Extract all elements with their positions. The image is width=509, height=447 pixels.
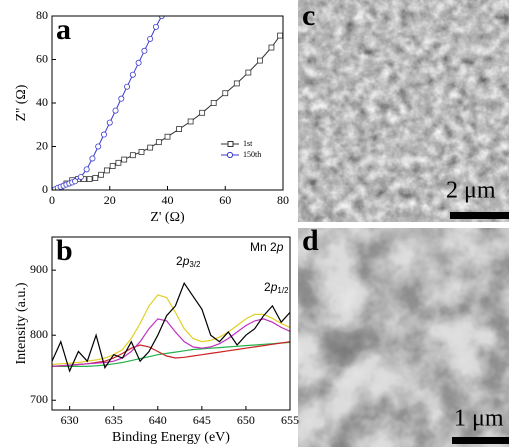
marker <box>77 173 84 180</box>
marker <box>138 149 145 155</box>
scale-bar-label: 1 μm <box>454 406 504 432</box>
marker <box>129 71 136 78</box>
panel-label: d <box>302 224 319 257</box>
axes-frame <box>51 15 284 191</box>
marker <box>121 156 128 163</box>
marker <box>83 166 90 173</box>
tem-image <box>298 228 509 447</box>
marker <box>112 107 119 114</box>
marker <box>98 171 104 178</box>
panel-label: b <box>56 234 73 267</box>
y-tick-label: 20 <box>36 138 48 152</box>
annotation-part: 3/2 <box>189 260 201 269</box>
marker <box>86 176 93 183</box>
marker <box>135 59 142 66</box>
marker <box>89 155 96 162</box>
data-line <box>52 318 290 367</box>
x-tick-label: 645 <box>193 413 211 427</box>
x-tick-label: 40 <box>162 193 174 207</box>
y-tick-label: 900 <box>30 262 48 276</box>
x-tick-label: 80 <box>277 193 289 207</box>
marker <box>152 23 159 30</box>
marker <box>164 133 171 140</box>
panel-label: c <box>302 0 315 32</box>
x-tick-label: 630 <box>61 413 79 427</box>
marker <box>158 16 165 19</box>
y-axis-label: Z'' (Ω) <box>14 84 29 121</box>
x-tick-label: 655 <box>281 413 299 427</box>
marker <box>187 118 194 125</box>
marker <box>233 80 240 87</box>
data-line <box>52 341 290 367</box>
data-line <box>52 281 290 373</box>
marker <box>147 144 154 151</box>
marker <box>147 35 154 42</box>
annotation-part: 1/2 <box>277 286 289 295</box>
marker <box>118 95 125 102</box>
marker <box>222 90 229 97</box>
scale-bar <box>452 437 509 444</box>
panel-label: a <box>56 13 71 46</box>
data-line <box>60 35 281 189</box>
y-axis-label: Intensity (a.u.) <box>14 282 29 364</box>
scale-bar-label: 2 μm <box>446 178 496 204</box>
axes-frame <box>51 236 291 411</box>
marker <box>103 167 110 174</box>
marker <box>210 100 217 106</box>
marker <box>124 83 131 90</box>
x-tick-label: 635 <box>105 413 123 427</box>
y-tick-label: 80 <box>36 8 48 22</box>
x-tick-label: 20 <box>104 193 116 207</box>
marker <box>256 57 263 64</box>
annotation-part: p <box>182 254 190 268</box>
annotation-part: 2 <box>264 280 271 294</box>
marker <box>268 44 275 51</box>
scale-bar <box>450 212 509 219</box>
marker <box>109 163 116 169</box>
marker <box>72 178 79 185</box>
marker <box>92 175 99 181</box>
marker <box>245 69 252 76</box>
annotation-part: p <box>276 240 284 254</box>
y-tick-label: 700 <box>30 392 48 406</box>
sem-image <box>298 0 509 222</box>
x-tick-label: 650 <box>237 413 255 427</box>
legend-label: 1st <box>243 139 253 148</box>
legend-label: 150th <box>243 150 261 159</box>
marker <box>155 139 162 146</box>
annotation: 2p3/2 <box>176 254 201 269</box>
marker <box>141 47 148 54</box>
x-tick-label: 60 <box>219 193 231 207</box>
marker <box>176 126 182 132</box>
marker <box>100 131 107 138</box>
marker <box>95 143 102 150</box>
annotation-part: 2 <box>176 254 183 268</box>
legend-marker <box>226 151 234 159</box>
marker <box>115 159 122 166</box>
annotation: Mn 2p <box>250 240 284 254</box>
y-tick-label: 40 <box>36 95 48 109</box>
plot-area <box>52 281 290 373</box>
y-tick-label: 800 <box>30 327 48 341</box>
marker <box>106 119 113 126</box>
marker <box>199 109 206 116</box>
legend-marker <box>227 141 234 147</box>
x-tick-label: 0 <box>49 193 55 207</box>
marker <box>277 32 283 39</box>
marker <box>129 152 136 159</box>
x-tick-label: 640 <box>149 413 167 427</box>
annotation-part: p <box>270 280 278 294</box>
x-axis-label: Binding Energy (eV) <box>112 430 230 445</box>
data-line <box>52 294 290 366</box>
annotation: 2p1/2 <box>264 280 289 295</box>
plot-area <box>52 16 283 190</box>
x-axis-label: Z' (Ω) <box>150 210 185 225</box>
y-tick-label: 60 <box>36 51 48 65</box>
annotation-part: Mn 2 <box>250 240 277 254</box>
y-tick-label: 0 <box>42 182 48 196</box>
